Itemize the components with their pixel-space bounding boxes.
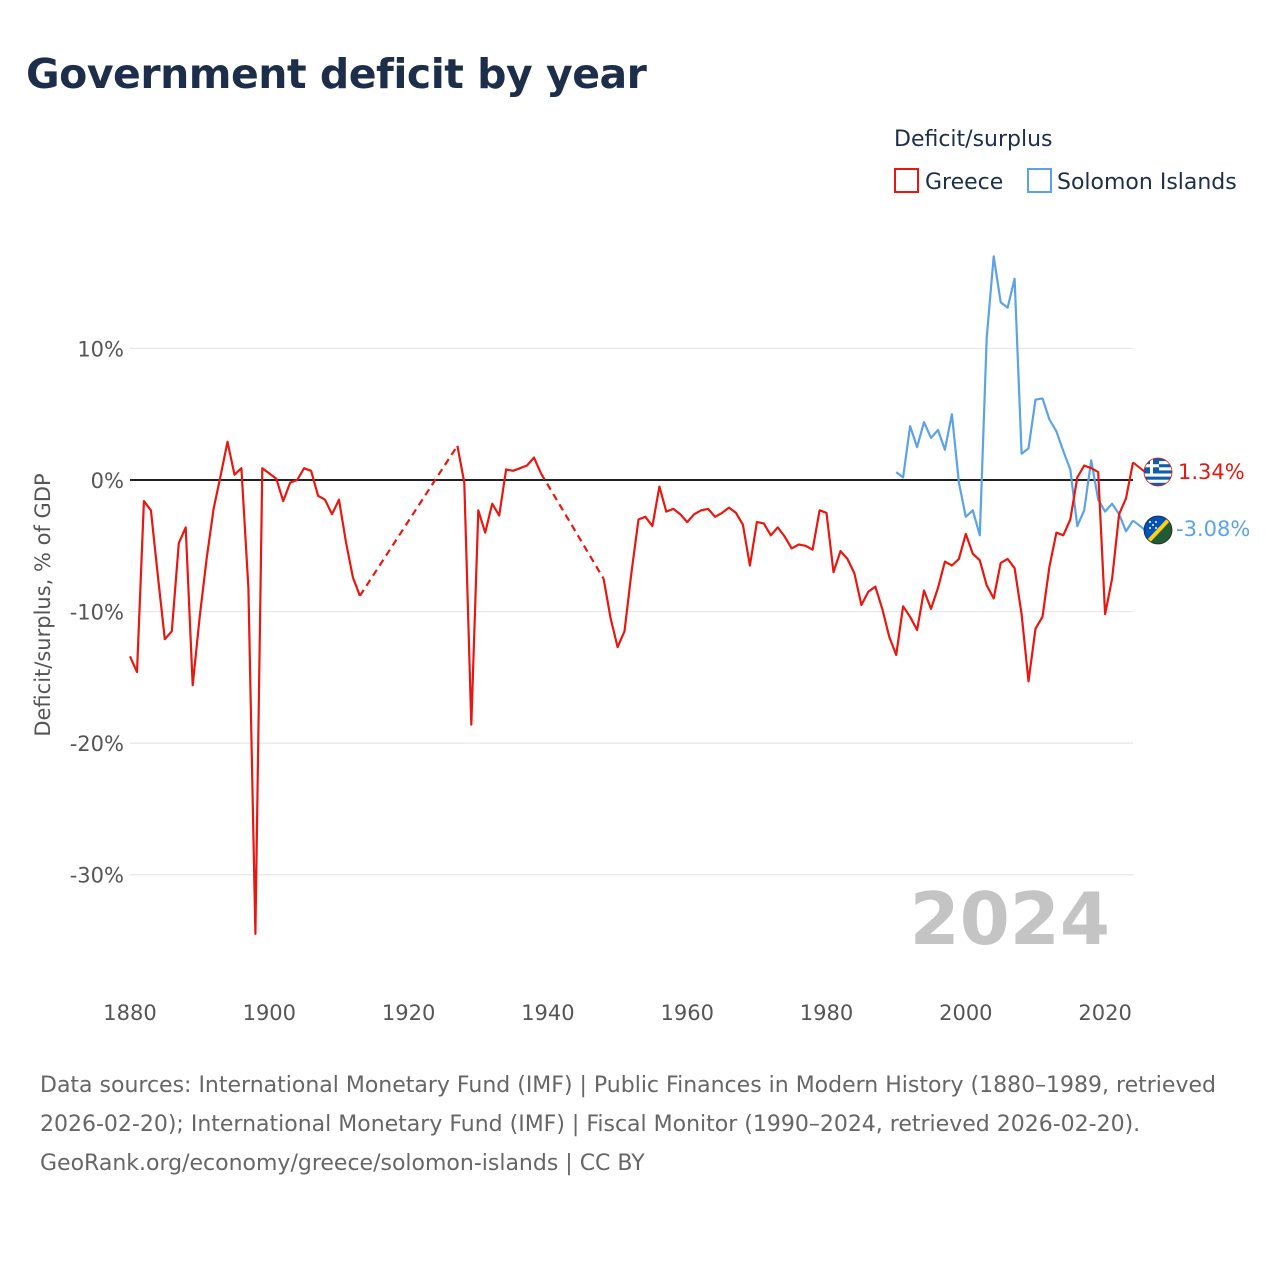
legend-swatch-solomon-islands <box>1027 168 1052 193</box>
x-tick-label: 1940 <box>521 1001 574 1025</box>
current-year-watermark: 2024 <box>910 877 1110 961</box>
legend-label-greece: Greece <box>925 170 1003 195</box>
series-line-greece-solid <box>128 440 361 936</box>
greece-flag-icon <box>1143 457 1173 487</box>
y-tick-label: -30% <box>70 864 124 888</box>
y-axis-label: Deficit/surplus, % of GDP <box>31 473 55 736</box>
solomon-islands-flag-icon <box>1143 515 1173 545</box>
x-tick-label: 2020 <box>1078 1001 1131 1025</box>
greece-end-label: 1.34% <box>1178 460 1245 484</box>
solomon-islands-end-connector <box>1132 519 1146 531</box>
x-tick-label: 1960 <box>660 1001 713 1025</box>
series-line-greece-solid <box>456 445 543 726</box>
legend-item-greece[interactable]: Greece <box>894 168 1003 195</box>
series-line-greece-dashed <box>358 445 459 597</box>
y-tick-label: 10% <box>77 337 124 361</box>
y-tick-label: -20% <box>70 732 124 756</box>
x-tick-label: 1900 <box>243 1001 296 1025</box>
series-layer <box>128 255 1146 936</box>
x-tick-label: 1920 <box>382 1001 435 1025</box>
series-line-greece-dashed <box>540 472 605 580</box>
greece-end-connector <box>1132 461 1146 473</box>
series-line-solomon-islands <box>895 255 1134 537</box>
chart-title: Government deficit by year <box>26 50 647 98</box>
footer: Data sources: International Monetary Fun… <box>40 1066 1240 1183</box>
chart-canvas: Deficit/surplus Greece Solomon Islands 1… <box>31 127 1250 1025</box>
legend-item-solomon-islands[interactable]: Solomon Islands <box>1027 168 1237 195</box>
legend-title: Deficit/surplus <box>894 127 1053 152</box>
x-tick-label: 2000 <box>939 1001 992 1025</box>
solomon-islands-end-label: -3.08% <box>1176 517 1250 541</box>
data-sources: Data sources: International Monetary Fun… <box>40 1073 1216 1137</box>
credit-link[interactable]: GeoRank.org/economy/greece/solomon-islan… <box>40 1151 645 1176</box>
x-axis-ticks: 1880 1900 1920 1940 1960 1980 2000 2020 <box>103 1001 1132 1025</box>
legend-label-solomon-islands: Solomon Islands <box>1057 170 1237 195</box>
x-tick-label: 1980 <box>800 1001 853 1025</box>
legend-swatch-greece <box>894 168 919 193</box>
y-tick-label: 0% <box>91 469 124 493</box>
y-axis-ticks: 10% 0% -10% -20% -30% <box>70 337 124 887</box>
y-tick-label: -10% <box>70 601 124 625</box>
x-tick-label: 1880 <box>103 1001 156 1025</box>
series-line-greece-solid <box>602 462 1135 683</box>
